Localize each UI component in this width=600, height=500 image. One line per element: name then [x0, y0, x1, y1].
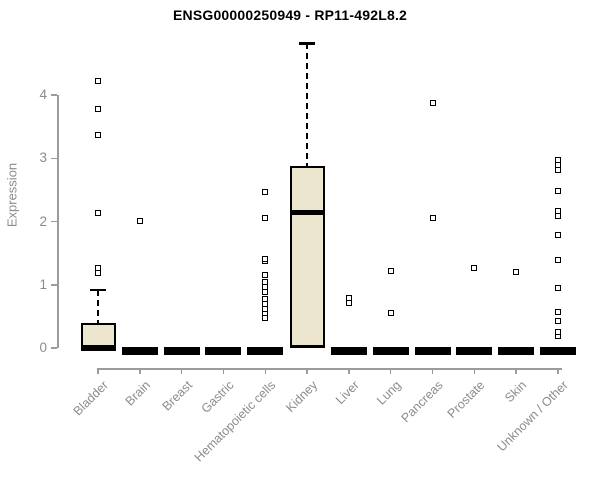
outlier-point: [555, 284, 562, 291]
y-axis-tick: [51, 94, 57, 96]
x-category-label: Kidney: [283, 378, 321, 415]
collapsed-box: [247, 347, 284, 355]
outlier-point: [136, 217, 143, 224]
y-axis-tick: [51, 347, 57, 349]
upper-whisker: [306, 43, 309, 166]
x-axis-tick: [515, 368, 517, 374]
outlier-point: [95, 78, 101, 85]
x-category-label: Brain: [122, 378, 153, 409]
collapsed-box: [456, 347, 493, 355]
median-line: [289, 209, 325, 215]
chart-title: ENSG00000250949 - RP11-492L8.2: [172, 7, 408, 23]
x-category-label: Prostate: [444, 378, 488, 421]
outlier-point: [555, 257, 562, 264]
outlier-point: [429, 100, 436, 107]
x-axis-tick: [222, 368, 225, 374]
outlier-point: [555, 329, 562, 336]
outlier-point: [95, 265, 101, 272]
x-axis-tick: [139, 368, 141, 374]
collapsed-box: [330, 347, 367, 355]
x-axis-line: [97, 368, 562, 370]
outlier-point: [555, 317, 562, 324]
outlier-point: [262, 295, 269, 302]
outlier-point: [555, 157, 562, 164]
outlier-point: [513, 269, 520, 276]
y-tick-label: 3: [39, 150, 47, 166]
outlier-point: [555, 308, 562, 315]
x-axis-tick: [97, 368, 99, 374]
x-category-label: Lung: [374, 378, 404, 408]
x-category-label: Skin: [502, 378, 530, 406]
x-axis-tick: [264, 368, 267, 374]
whisker-cap: [299, 42, 316, 45]
y-axis-tick: [51, 220, 57, 223]
y-axis-tick: [51, 284, 57, 286]
outlier-point: [95, 210, 101, 217]
y-tick-label: 1: [39, 276, 47, 292]
y-axis-line: [57, 95, 59, 348]
y-axis-tick: [51, 157, 57, 159]
x-axis-tick: [306, 368, 308, 374]
outlier-point: [555, 231, 562, 238]
outlier-point: [262, 279, 269, 286]
collapsed-box: [372, 347, 409, 355]
outlier-point: [95, 131, 101, 138]
upper-whisker: [97, 289, 99, 323]
whisker-cap: [90, 288, 106, 292]
x-axis-tick: [557, 368, 559, 374]
y-tick-label: 2: [39, 213, 47, 229]
median-line: [80, 345, 116, 351]
outlier-point: [262, 256, 269, 263]
outlier-point: [471, 264, 478, 271]
outlier-point: [345, 295, 352, 302]
x-axis-tick: [348, 368, 350, 374]
outlier-point: [262, 272, 269, 279]
outlier-point: [555, 207, 562, 214]
boxplot-box: [289, 165, 325, 348]
x-axis-tick: [473, 368, 476, 374]
outlier-point: [95, 105, 101, 112]
y-tick-label: 0: [39, 340, 47, 355]
collapsed-box: [205, 347, 242, 355]
x-category-label: Pancreas: [398, 378, 446, 426]
outlier-point: [262, 188, 269, 195]
boxplot-box: [80, 322, 116, 348]
x-axis-tick: [431, 368, 434, 374]
outlier-point: [429, 214, 436, 221]
x-category-label: Bladder: [70, 378, 111, 419]
collapsed-box: [540, 347, 577, 355]
outlier-point: [387, 267, 394, 274]
outlier-point: [555, 188, 562, 195]
x-category-label: Gastric: [198, 378, 237, 416]
collapsed-box: [414, 347, 451, 355]
collapsed-box: [163, 347, 200, 355]
x-axis-tick: [180, 368, 183, 374]
collapsed-box: [498, 347, 535, 355]
outlier-point: [387, 310, 394, 317]
x-axis-tick: [389, 368, 392, 374]
x-category-label: Liver: [332, 378, 362, 408]
y-tick-label: 4: [39, 87, 47, 102]
outlier-point: [262, 215, 269, 222]
x-category-label: Hematopoietic cells: [191, 378, 279, 465]
x-category-label: Breast: [159, 378, 195, 414]
collapsed-box: [121, 347, 158, 355]
